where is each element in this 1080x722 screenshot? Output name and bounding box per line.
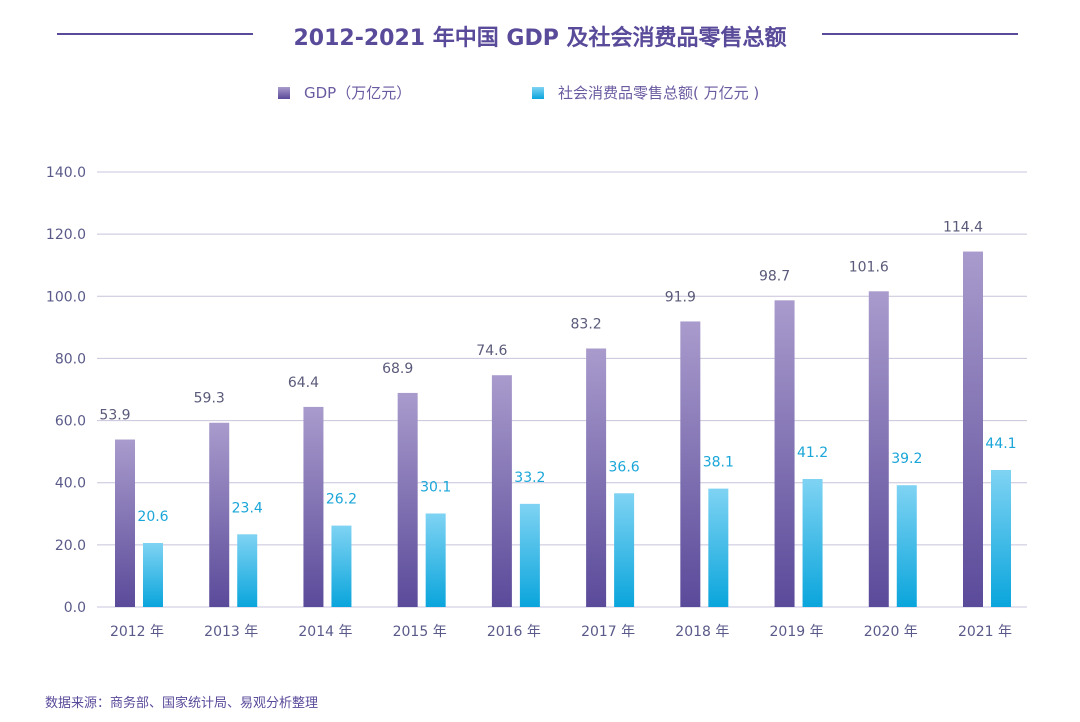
- data-label-retail: 20.6: [137, 509, 168, 525]
- data-label-retail: 26.2: [326, 492, 357, 508]
- y-tick-label: 0.0: [64, 600, 86, 616]
- x-tick-label: 2016 年: [487, 624, 541, 640]
- bar-gdp: [680, 321, 701, 607]
- x-tick-label: 2014 年: [298, 624, 352, 640]
- x-tick-label: 2017 年: [581, 624, 635, 640]
- x-tick-label: 2012 年: [110, 624, 164, 640]
- data-label-gdp: 74.6: [476, 343, 507, 359]
- bar-gdp: [491, 375, 512, 607]
- bar-retail: [237, 534, 258, 607]
- bar-retail: [896, 485, 917, 607]
- data-label-retail: 23.4: [232, 500, 263, 516]
- data-label-retail: 39.2: [891, 451, 922, 467]
- data-label-gdp: 91.9: [665, 289, 696, 305]
- bar-retail: [143, 542, 163, 607]
- bar-retail: [519, 503, 540, 607]
- chart-title: 2012-2021 年中国 GDP 及社会消费品零售总额: [293, 26, 787, 51]
- bar-gdp: [115, 439, 135, 607]
- legend-label-gdp: GDP（万亿元）: [304, 84, 412, 102]
- legend-swatch-gdp: [278, 86, 290, 99]
- y-tick-label: 60.0: [55, 414, 86, 430]
- x-tick-label: 2020 年: [864, 624, 918, 640]
- source-note: 数据来源：商务部、国家统计局、易观分析整理: [45, 696, 319, 711]
- data-label-retail: 44.1: [985, 436, 1016, 452]
- x-tick-label: 2018 年: [675, 624, 729, 640]
- data-label-retail: 33.2: [514, 470, 545, 486]
- data-label-retail: 38.1: [703, 455, 734, 471]
- data-label-gdp: 101.6: [849, 259, 889, 275]
- y-tick-label: 20.0: [55, 538, 86, 554]
- bar-retail: [331, 525, 352, 607]
- bar-gdp: [209, 422, 230, 607]
- data-label-gdp: 53.9: [99, 408, 130, 424]
- title-rule-right: [822, 33, 1018, 35]
- title-rule-left: [57, 33, 253, 35]
- legend-swatch-retail: [532, 86, 544, 99]
- bar-gdp: [586, 348, 607, 607]
- data-label-gdp: 64.4: [288, 375, 319, 391]
- data-label-retail: 41.2: [797, 445, 828, 461]
- legend-item-gdp: GDP（万亿元）: [278, 82, 411, 103]
- y-tick-label: 100.0: [46, 289, 86, 305]
- data-label-retail: 30.1: [420, 479, 451, 495]
- bar-gdp: [774, 300, 795, 607]
- y-tick-label: 140.0: [46, 165, 86, 181]
- data-label-retail: 36.6: [609, 459, 640, 475]
- x-tick-label: 2015 年: [393, 624, 447, 640]
- y-tick-label: 120.0: [46, 227, 86, 243]
- data-label-gdp: 68.9: [382, 361, 413, 377]
- bar-retail: [425, 513, 446, 607]
- bar-gdp: [963, 251, 983, 608]
- data-label-gdp: 98.7: [759, 268, 790, 284]
- y-tick-label: 80.0: [55, 351, 86, 367]
- y-tick-label: 40.0: [55, 476, 86, 492]
- data-label-gdp: 114.4: [943, 220, 983, 236]
- bar-retail: [991, 469, 1011, 607]
- bar-gdp: [303, 406, 324, 607]
- bar-retail: [802, 478, 823, 607]
- bar-retail: [614, 493, 635, 607]
- data-label-gdp: 83.2: [571, 316, 602, 332]
- x-tick-label: 2013 年: [204, 624, 258, 640]
- x-tick-label: 2021 年: [958, 624, 1012, 640]
- bar-gdp: [397, 392, 418, 607]
- data-label-gdp: 59.3: [194, 391, 225, 407]
- legend-item-retail: 社会消费品零售总额( 万亿元 ): [532, 82, 759, 103]
- bar-retail: [708, 488, 729, 607]
- x-tick-label: 2019 年: [770, 624, 824, 640]
- bar-gdp: [868, 291, 889, 607]
- legend-label-retail: 社会消费品零售总额( 万亿元 ): [558, 84, 760, 102]
